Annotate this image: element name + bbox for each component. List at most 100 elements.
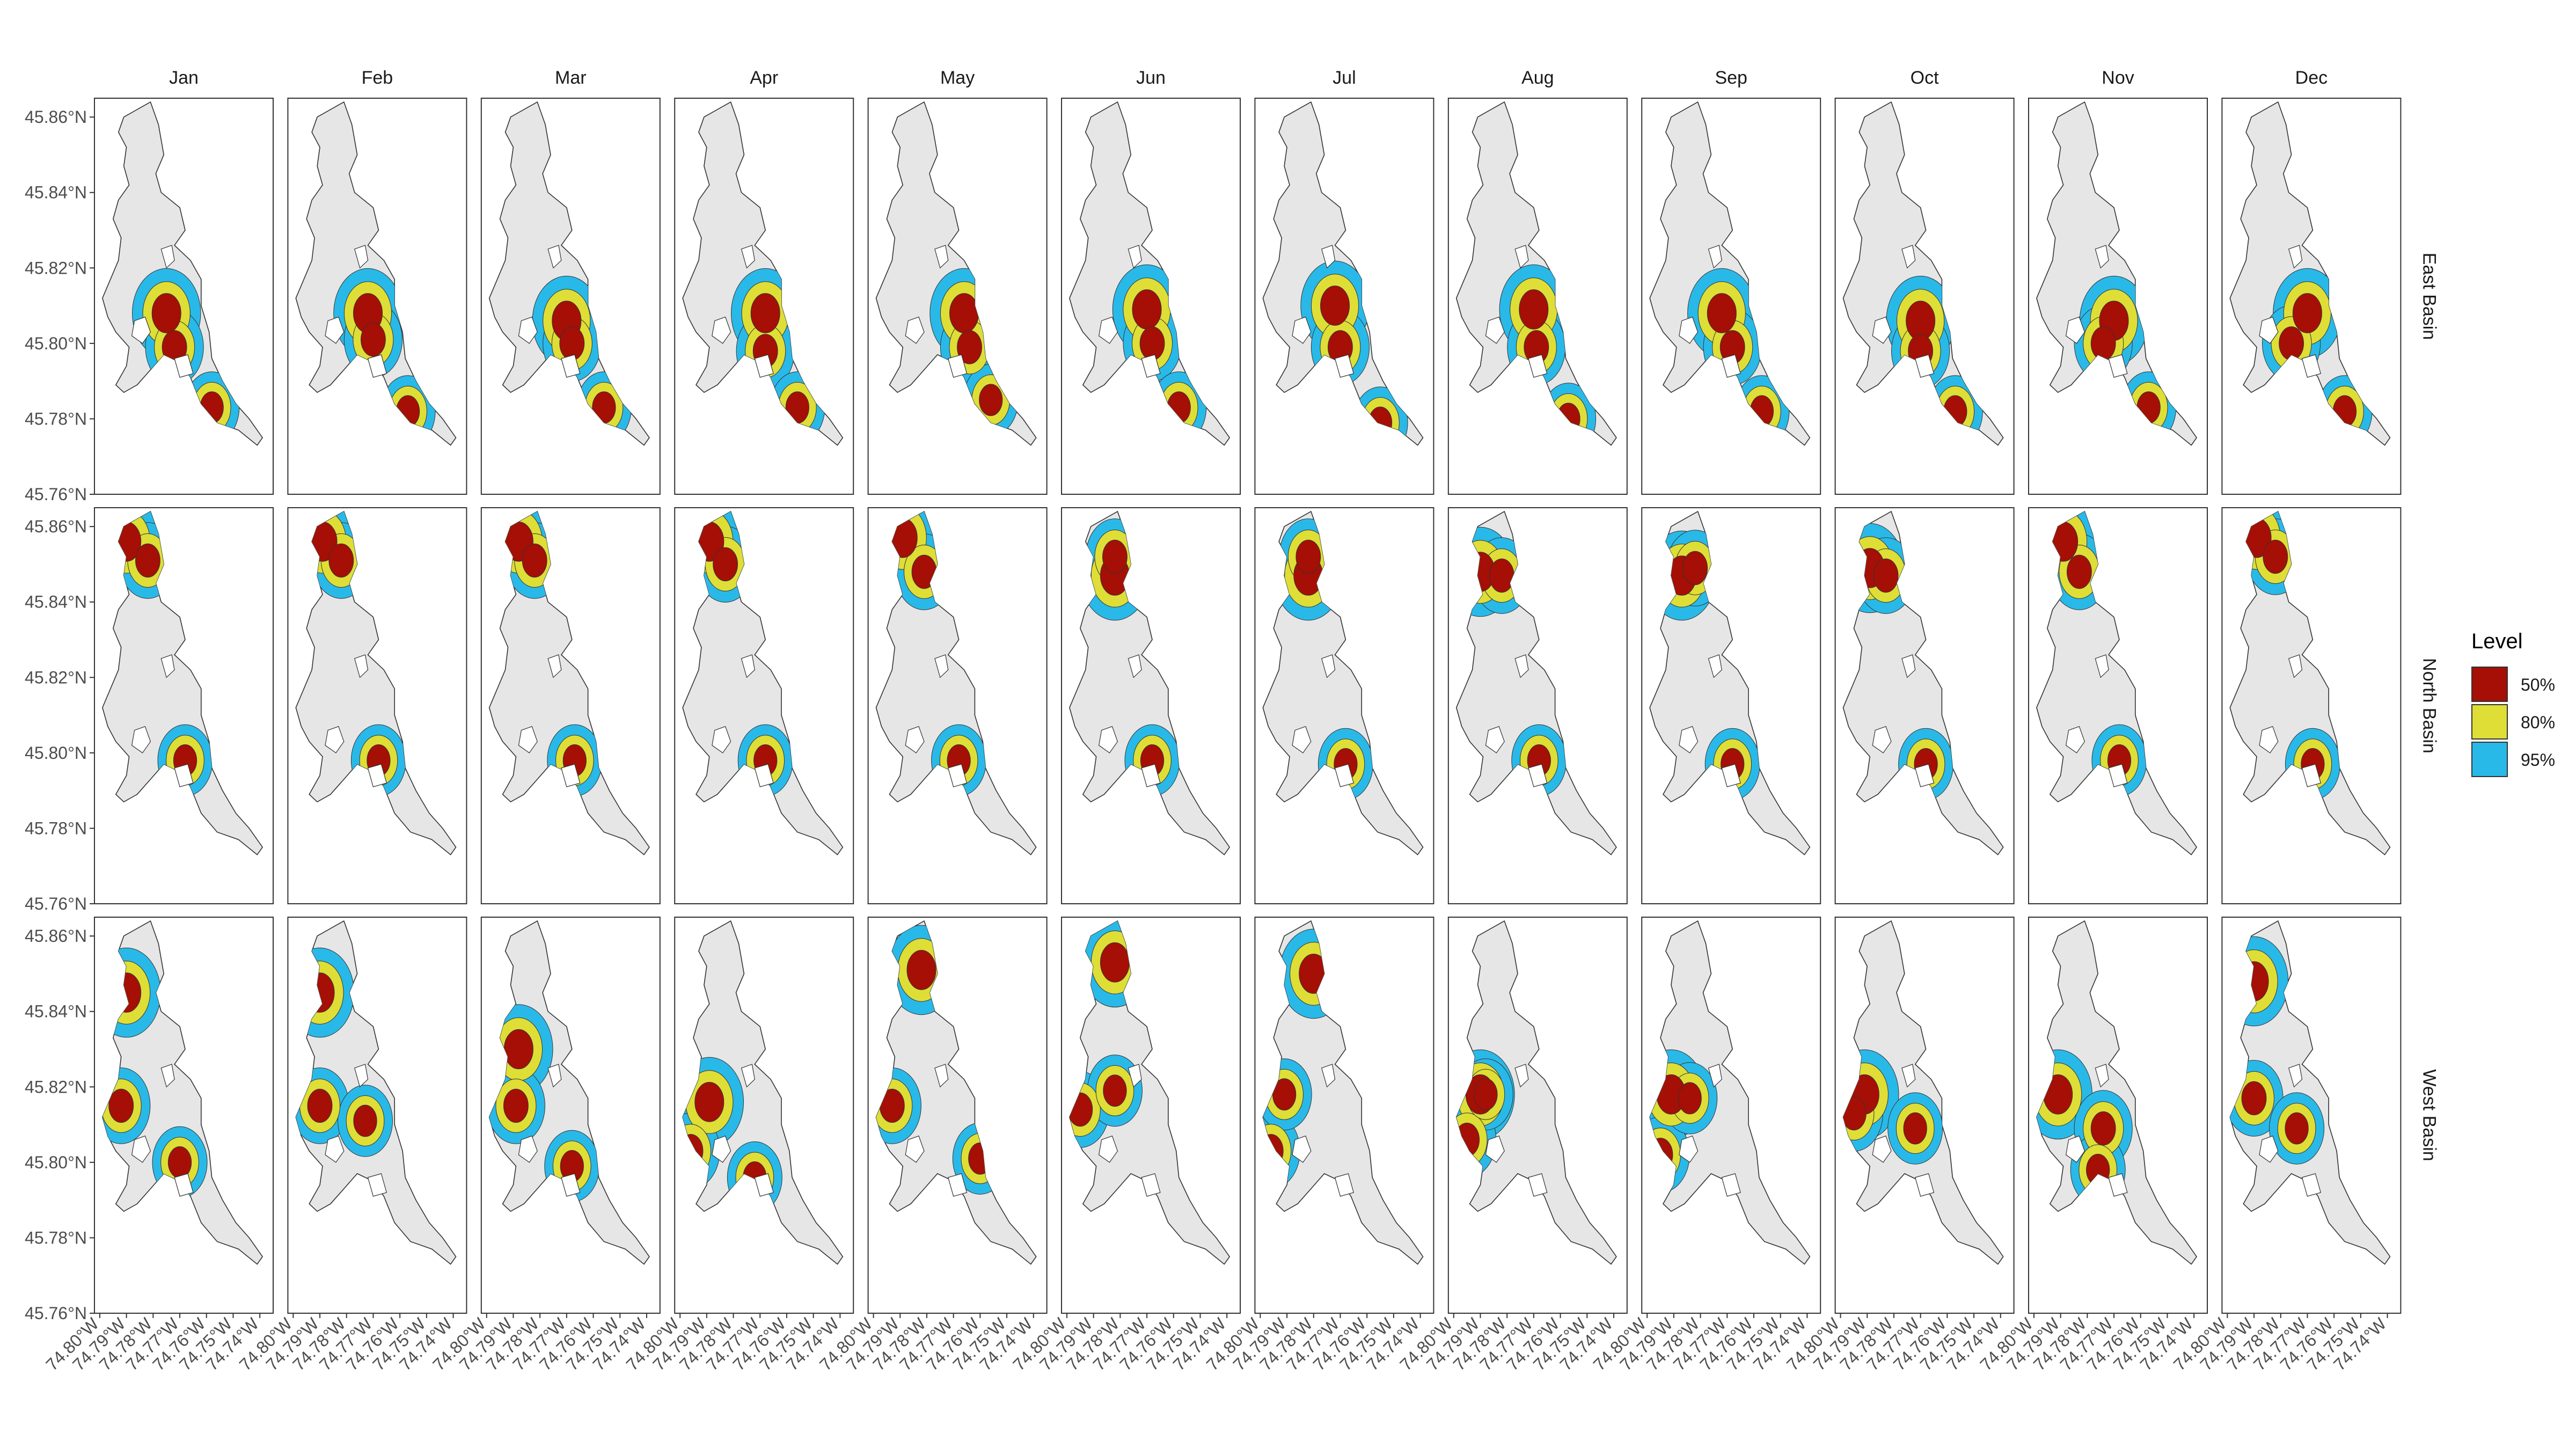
island-1	[1098, 316, 1118, 344]
strip-jul: Jul	[1333, 68, 1356, 88]
island-2	[2288, 654, 2303, 678]
panel-west-basin-oct	[1834, 917, 2015, 1314]
strip-sep: Sep	[1715, 68, 1747, 88]
contour-50-region	[1132, 289, 1162, 330]
island-3	[2301, 764, 2322, 787]
panel-border	[867, 917, 1048, 1314]
y-tick-label: 45.80°N	[25, 743, 87, 763]
island-1	[712, 726, 731, 753]
y-tick-label: 45.84°N	[25, 592, 87, 612]
contour-50-region	[1103, 1074, 1127, 1107]
panel-west-basin-feb	[287, 917, 467, 1314]
island-2	[1321, 245, 1336, 269]
island-2	[354, 654, 369, 678]
panel-west-basin-dec	[2221, 917, 2402, 1314]
island-2	[741, 1064, 755, 1088]
contour-50-region	[135, 543, 160, 578]
facet-strips: Jan Feb Mar Apr May Jun Jul Aug Sep Oct Nov Dec East…	[169, 68, 2439, 1161]
contour-50-region	[1100, 942, 1130, 983]
island-3	[1528, 354, 1548, 378]
island-2	[354, 1064, 369, 1088]
island-1	[518, 316, 538, 344]
panel-north-basin-nov	[2028, 507, 2208, 904]
island-1	[131, 726, 151, 753]
island-1	[1292, 1135, 1312, 1163]
panel-north-basin-mar	[480, 507, 661, 904]
y-tick-label: 45.78°N	[25, 818, 87, 838]
contour-50-region	[1519, 289, 1549, 330]
island-3	[1721, 1173, 1741, 1197]
island-3	[367, 354, 387, 378]
contour-50-region	[151, 293, 181, 333]
island-2	[741, 245, 755, 269]
panel-border	[287, 507, 467, 904]
panel-border	[480, 98, 661, 495]
strip-oct: Oct	[1911, 68, 1939, 88]
contour-50-region	[2090, 1111, 2116, 1146]
island-2	[1514, 245, 1529, 269]
island-1	[712, 1135, 731, 1163]
contour-50-region	[2292, 293, 2322, 333]
island-2	[1514, 654, 1529, 678]
panel-border	[287, 98, 467, 495]
island-1	[1679, 316, 1699, 344]
strip-feb: Feb	[362, 68, 393, 88]
island-1	[1292, 316, 1312, 344]
island-1	[1679, 1135, 1699, 1163]
y-tick-label: 45.80°N	[25, 334, 87, 353]
contour-50-region	[2090, 326, 2116, 361]
panel-west-basin-mar	[480, 917, 661, 1314]
panel-border	[1061, 98, 1241, 495]
contour-50-region	[108, 1088, 134, 1123]
panel-border	[94, 98, 274, 495]
island-3	[561, 354, 581, 378]
strip-north-basin: North Basin	[2419, 658, 2439, 753]
island-3	[561, 1173, 581, 1197]
contour-50-region	[906, 950, 936, 990]
island-3	[947, 354, 968, 378]
panel-border	[2221, 98, 2402, 495]
island-1	[1679, 726, 1699, 753]
contour-50-region	[503, 1088, 529, 1123]
panel-border	[1447, 917, 1628, 1314]
island-2	[160, 1064, 175, 1088]
y-tick-label: 45.86°N	[25, 517, 87, 536]
island-1	[1292, 726, 1312, 753]
contour-50-region	[1678, 1082, 1702, 1115]
island-3	[1141, 354, 1161, 378]
island-2	[160, 245, 175, 269]
panel-border	[674, 507, 854, 904]
panel-border	[1254, 917, 1435, 1314]
panel-north-basin-feb	[287, 507, 467, 904]
contour-50-region	[1474, 1078, 1498, 1111]
island-3	[1528, 764, 1548, 787]
island-3	[2108, 354, 2128, 378]
panel-east-basin-aug	[1447, 98, 1628, 495]
island-2	[160, 654, 175, 678]
island-2	[1901, 654, 1916, 678]
contour-50-region	[1707, 293, 1737, 333]
island-3	[367, 764, 387, 787]
island-3	[1334, 1173, 1355, 1197]
island-1	[1872, 726, 1892, 753]
strip-dec: Dec	[2295, 68, 2328, 88]
density-contours	[1300, 260, 1408, 445]
island-3	[1528, 1173, 1548, 1197]
island-3	[174, 1173, 194, 1197]
y-tick-label: 45.82°N	[25, 668, 87, 687]
y-tick-label: 45.86°N	[25, 107, 87, 127]
contour-50-region	[2285, 1112, 2309, 1145]
island-1	[518, 726, 538, 753]
island-2	[1321, 1064, 1336, 1088]
facet-panels	[94, 98, 2402, 1314]
island-2	[547, 654, 562, 678]
panel-west-basin-apr	[674, 917, 854, 1314]
y-tick-label: 45.82°N	[25, 1077, 87, 1096]
island-3	[947, 764, 968, 787]
panel-border	[1447, 507, 1628, 904]
island-2	[1708, 654, 1722, 678]
panel-north-basin-aug	[1447, 507, 1628, 904]
island-1	[131, 1135, 151, 1163]
island-2	[1901, 1064, 1916, 1088]
